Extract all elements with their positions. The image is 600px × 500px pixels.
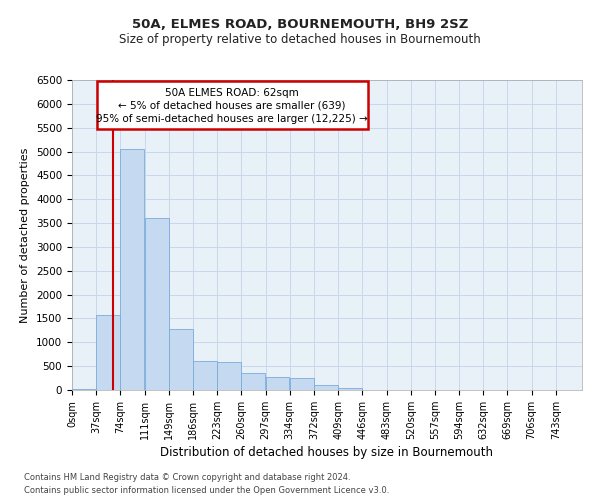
Bar — [96, 315, 120, 390]
Y-axis label: Number of detached properties: Number of detached properties — [20, 148, 31, 322]
Bar — [338, 388, 362, 390]
Bar — [241, 374, 265, 390]
Bar — [169, 329, 193, 390]
FancyBboxPatch shape — [97, 82, 368, 128]
Bar — [121, 148, 145, 390]
Bar — [193, 362, 217, 390]
Bar — [266, 377, 289, 390]
Text: 50A ELMES ROAD: 62sqm: 50A ELMES ROAD: 62sqm — [166, 88, 299, 98]
Text: Contains HM Land Registry data © Crown copyright and database right 2024.: Contains HM Land Registry data © Crown c… — [24, 474, 350, 482]
Bar — [314, 385, 338, 390]
Bar — [290, 378, 314, 390]
Text: 50A, ELMES ROAD, BOURNEMOUTH, BH9 2SZ: 50A, ELMES ROAD, BOURNEMOUTH, BH9 2SZ — [132, 18, 468, 30]
X-axis label: Distribution of detached houses by size in Bournemouth: Distribution of detached houses by size … — [161, 446, 493, 459]
Text: Contains public sector information licensed under the Open Government Licence v3: Contains public sector information licen… — [24, 486, 389, 495]
Bar — [72, 388, 96, 390]
Text: ← 5% of detached houses are smaller (639): ← 5% of detached houses are smaller (639… — [118, 101, 346, 111]
Text: Size of property relative to detached houses in Bournemouth: Size of property relative to detached ho… — [119, 32, 481, 46]
Bar — [217, 362, 241, 390]
Bar — [145, 218, 169, 390]
Text: 95% of semi-detached houses are larger (12,225) →: 95% of semi-detached houses are larger (… — [97, 114, 368, 124]
